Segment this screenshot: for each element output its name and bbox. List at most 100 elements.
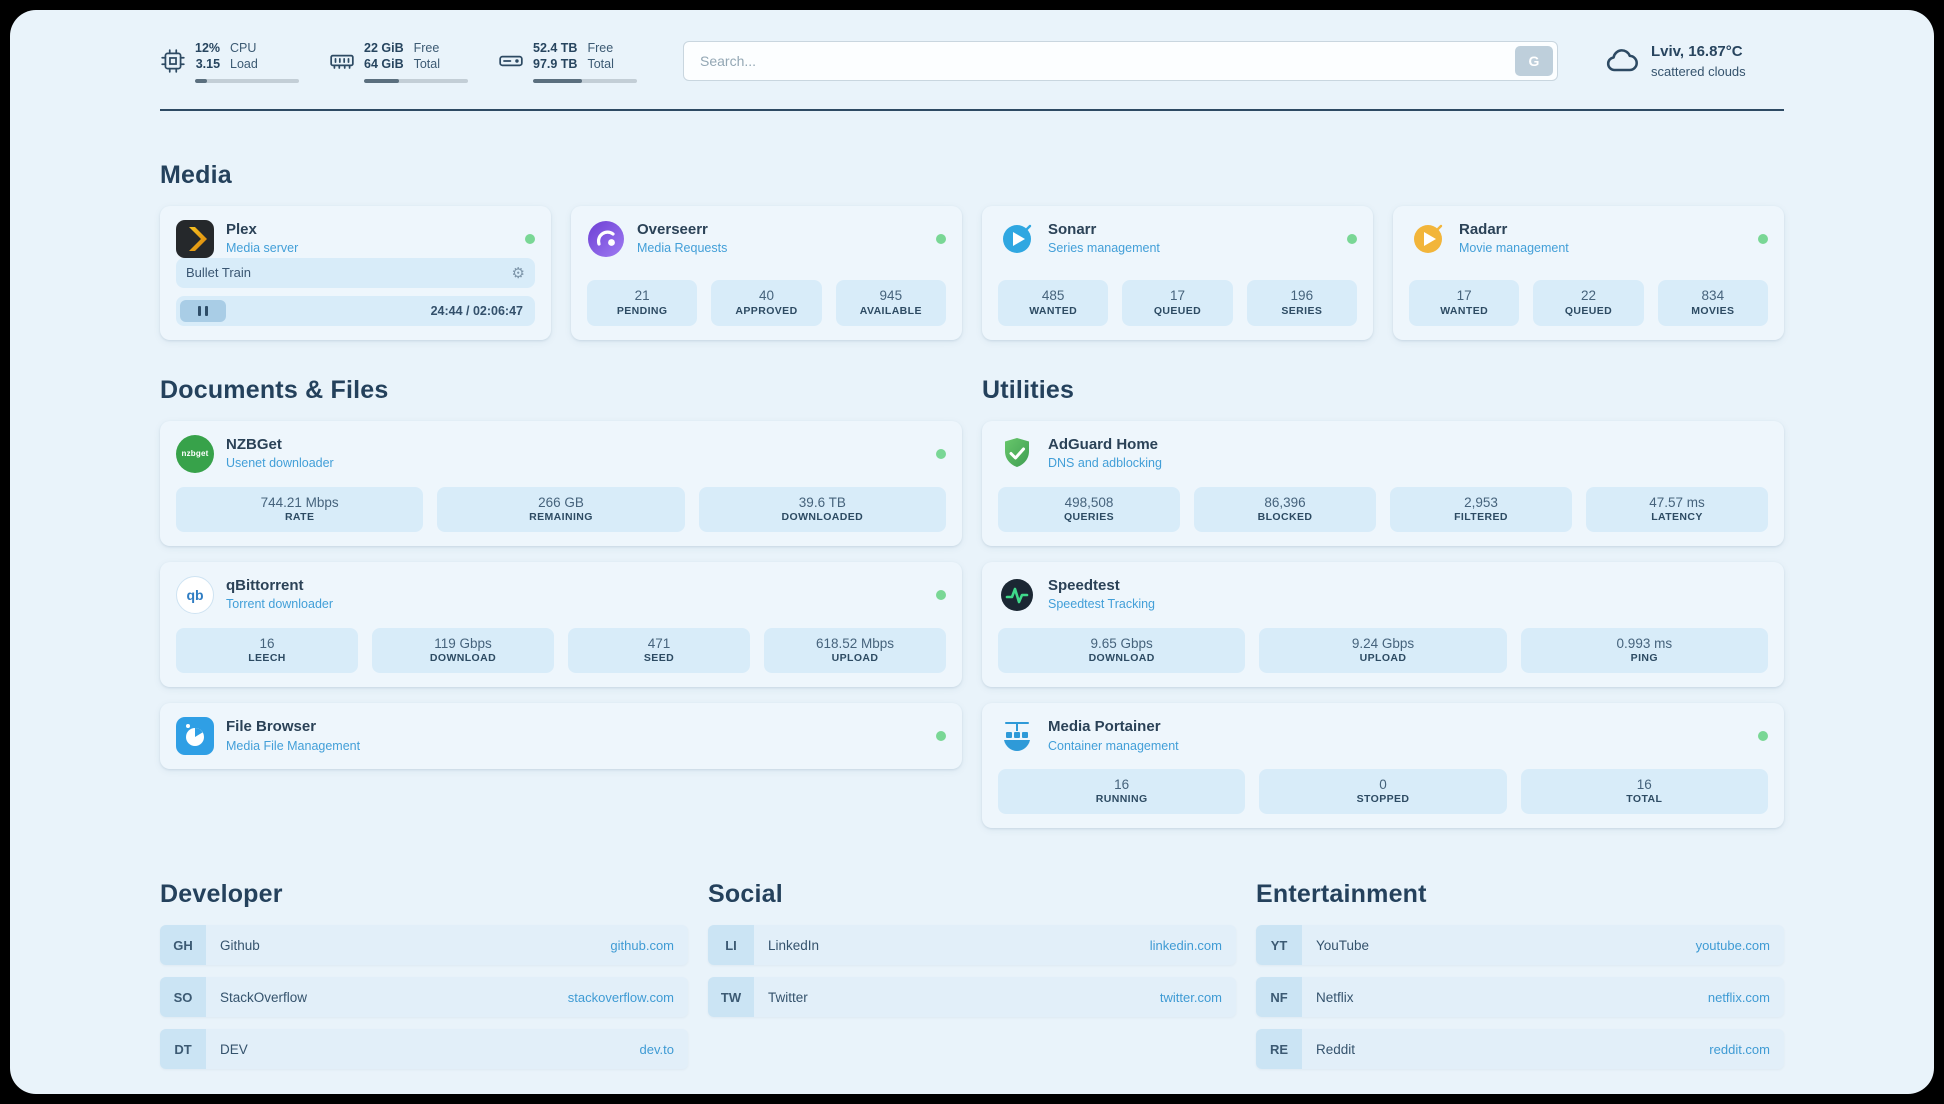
resource-widgets: 12% 3.15 CPU Load <box>160 40 637 83</box>
stat-downloaded: 39.6 TB DOWNLOADED <box>698 486 946 532</box>
bookmark-name: Netflix <box>1316 989 1354 1005</box>
topbar-divider <box>160 108 1784 111</box>
search-provider-button[interactable]: G <box>1515 46 1553 77</box>
storage-free-label: Free <box>587 41 614 55</box>
bookmarks-social: Social LI LinkedIn linkedin.com TW Twitt… <box>708 844 1236 1029</box>
bookmark-abbr: RE <box>1256 1029 1302 1070</box>
now-playing-progress: 24:44 / 02:06:47 <box>176 295 535 326</box>
stat-download: 9.65 Gbps DOWNLOAD <box>998 627 1246 673</box>
stat-stopped: 0 STOPPED <box>1259 768 1507 815</box>
stat-running: 16 RUNNING <box>998 768 1246 815</box>
bookmark-abbr: LI <box>708 925 754 966</box>
adguard-card[interactable]: AdGuard Home DNS and adblocking 498,508 … <box>982 420 1784 546</box>
bookmark-twitter[interactable]: TW Twitter twitter.com <box>708 977 1236 1018</box>
stat-pending: 21 PENDING <box>587 280 698 326</box>
overseerr-card[interactable]: Overseerr Media Requests 21 PENDING 40 A… <box>571 205 962 340</box>
nzbget-subtitle: Usenet downloader <box>226 456 334 471</box>
pause-icon[interactable] <box>180 299 226 322</box>
storage-total-label: Total <box>587 57 614 72</box>
documents-column: Documents & Files nzbget NZBGet Usenet d… <box>160 340 962 785</box>
memory-total-value: 64 GiB <box>364 57 404 72</box>
sonarr-card[interactable]: Sonarr Series management 485 WANTED 17 Q… <box>982 205 1373 340</box>
stat-download: 119 Gbps DOWNLOAD <box>372 627 554 673</box>
radarr-subtitle: Movie management <box>1459 241 1569 256</box>
bookmark-abbr: NF <box>1256 977 1302 1018</box>
bookmark-abbr: SO <box>160 977 206 1018</box>
bookmarks-entertainment: Entertainment YT YouTube youtube.com NF … <box>1256 844 1784 1081</box>
bookmark-name: YouTube <box>1316 937 1370 953</box>
nzbget-card[interactable]: nzbget NZBGet Usenet downloader 744.21 M… <box>160 420 962 546</box>
weather-widget: Lviv, 16.87°C scattered clouds <box>1604 42 1784 80</box>
stat-ping: 0.993 ms PING <box>1520 627 1768 673</box>
bookmark-url[interactable]: github.com <box>610 937 674 953</box>
stat-queued: 22 QUEUED <box>1533 280 1644 326</box>
bookmark-url[interactable]: linkedin.com <box>1149 937 1222 953</box>
bookmark-url[interactable]: youtube.com <box>1695 937 1770 953</box>
stat-available: 945 AVAILABLE <box>835 280 946 326</box>
portainer-card[interactable]: Media Portainer Container management 16 … <box>982 702 1784 829</box>
bookmark-abbr: TW <box>708 977 754 1018</box>
bookmark-name: LinkedIn <box>768 937 820 953</box>
cpu-load-label: Load <box>230 57 258 72</box>
plex-subtitle: Media server <box>226 241 299 256</box>
bookmark-url[interactable]: reddit.com <box>1709 1041 1770 1057</box>
bookmark-name: Reddit <box>1316 1041 1356 1057</box>
radarr-card[interactable]: Radarr Movie management 17 WANTED 22 QUE… <box>1393 205 1784 340</box>
search-input[interactable] <box>683 41 1558 82</box>
bookmark-url[interactable]: dev.to <box>639 1041 674 1057</box>
bookmark-reddit[interactable]: RE Reddit reddit.com <box>1256 1029 1784 1070</box>
sonarr-name: Sonarr <box>1048 220 1097 238</box>
speedtest-card[interactable]: Speedtest Speedtest Tracking 9.65 Gbps D… <box>982 561 1784 687</box>
bookmark-github[interactable]: GH Github github.com <box>160 925 688 966</box>
filebrowser-card[interactable]: File Browser Media File Management <box>160 702 962 769</box>
cpu-label: CPU <box>230 41 257 55</box>
adguard-icon <box>998 435 1036 473</box>
bookmark-url[interactable]: netflix.com <box>1707 989 1770 1005</box>
bookmark-netflix[interactable]: NF Netflix netflix.com <box>1256 977 1784 1018</box>
cpu-widget: 12% 3.15 CPU Load <box>160 40 299 83</box>
stat-upload: 9.24 Gbps UPLOAD <box>1259 627 1507 673</box>
section-title-utilities: Utilities <box>982 375 1075 404</box>
status-dot <box>1758 233 1768 244</box>
bookmark-linkedin[interactable]: LI LinkedIn linkedin.com <box>708 925 1236 966</box>
bookmark-stackoverflow[interactable]: SO StackOverflow stackoverflow.com <box>160 977 688 1018</box>
qbittorrent-card[interactable]: qb qBittorrent Torrent downloader 16 LEE… <box>160 561 962 687</box>
cpu-progress-bar <box>195 78 299 83</box>
plex-name: Plex <box>226 220 257 238</box>
section-title-developer: Developer <box>160 880 283 909</box>
bookmark-url[interactable]: stackoverflow.com <box>567 989 674 1005</box>
stat-queued: 17 QUEUED <box>1122 280 1233 326</box>
bookmark-url[interactable]: twitter.com <box>1159 989 1222 1005</box>
storage-free-value: 52.4 TB <box>533 41 578 55</box>
stat-movies: 834 MOVIES <box>1657 280 1768 326</box>
stat-remaining: 266 GB REMAINING <box>437 486 685 532</box>
portainer-icon <box>998 717 1036 755</box>
top-bar: 12% 3.15 CPU Load <box>160 40 1784 83</box>
stat-leech: 16 LEECH <box>176 627 358 673</box>
dashboard-page: 12% 3.15 CPU Load <box>10 10 1934 1094</box>
plex-card[interactable]: Plex Media server Bullet Train ⚙ 24:44 /… <box>160 205 551 340</box>
bookmark-youtube[interactable]: YT YouTube youtube.com <box>1256 925 1784 966</box>
disk-icon <box>498 48 524 74</box>
speedtest-icon <box>998 576 1036 614</box>
plex-icon <box>176 219 214 258</box>
storage-widget: 52.4 TB 97.9 TB Free Total <box>498 40 637 83</box>
sonarr-subtitle: Series management <box>1048 241 1160 256</box>
storage-total-value: 97.9 TB <box>533 57 578 72</box>
bookmark-name: Github <box>220 937 260 953</box>
bookmark-dev[interactable]: DT DEV dev.to <box>160 1029 688 1070</box>
stat-approved: 40 APPROVED <box>711 280 822 326</box>
stat-total: 16 TOTAL <box>1520 768 1768 815</box>
stat-filtered: 2,953 FILTERED <box>1390 486 1572 532</box>
status-dot <box>936 233 946 244</box>
memory-free-label: Free <box>413 41 440 55</box>
weather-location: Lviv, 16.87°C <box>1651 43 1743 61</box>
storage-progress-bar <box>533 78 637 83</box>
nzbget-name: NZBGet <box>226 435 282 453</box>
portainer-name: Media Portainer <box>1048 718 1161 736</box>
cloud-icon <box>1604 43 1640 79</box>
gear-icon[interactable]: ⚙ <box>511 264 525 282</box>
stat-upload: 618.52 Mbps UPLOAD <box>764 627 946 673</box>
now-playing-time: 24:44 / 02:06:47 <box>430 303 523 318</box>
adguard-subtitle: DNS and adblocking <box>1048 456 1162 471</box>
